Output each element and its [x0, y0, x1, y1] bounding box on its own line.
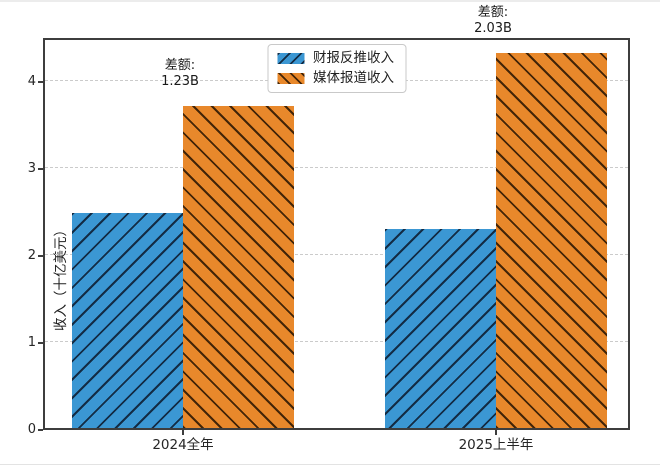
x-tick-label-1: 2025上半年 [458, 437, 534, 453]
gridline-y1 [45, 340, 628, 342]
y-tick-mark-4 [38, 80, 43, 83]
gridline-y3 [45, 166, 628, 168]
legend-swatch-1 [277, 73, 304, 84]
diff-annotation-label: 差额: [477, 4, 509, 20]
x-tick-mark-1 [495, 430, 497, 435]
y-tick-label-1: 1 [27, 334, 36, 350]
legend: 财报反推收入 媒体报道收入 [267, 44, 406, 93]
legend-row-1: 媒体报道收入 [277, 71, 394, 86]
x-tick-label-0: 2024全年 [152, 437, 214, 453]
legend-row-0: 财报反推收入 [277, 51, 394, 66]
x-tick-mark-0 [182, 430, 184, 435]
diff-annotation-1: 差额: 2.03B [474, 5, 512, 37]
bar-媒体报道收入-2025上半年 [496, 52, 607, 428]
y-tick-mark-1 [38, 341, 43, 344]
y-tick-label-2: 2 [27, 247, 36, 263]
diff-annotation-label: 差额: [164, 57, 196, 73]
legend-label-1: 媒体报道收入 [313, 70, 394, 86]
y-tick-mark-3 [38, 167, 43, 170]
y-tick-mark-0 [38, 429, 43, 431]
bar-财报反推收入-2024全年 [72, 212, 183, 428]
diff-annotation-0: 差额: 1.23B [161, 58, 199, 90]
y-tick-label-0: 0 [27, 422, 36, 437]
y-tick-label-3: 3 [27, 160, 36, 176]
legend-swatch-0 [277, 53, 304, 64]
plot-area: 收入（十亿美元） 财报反推收入 媒体报道收入 [43, 38, 630, 430]
diff-annotation-value: 2.03B [474, 20, 512, 36]
bar-媒体报道收入-2024全年 [183, 105, 294, 428]
legend-label-0: 财报反推收入 [313, 50, 394, 66]
diff-annotation-value: 1.23B [161, 73, 199, 89]
bar-财报反推收入-2025上半年 [385, 229, 496, 428]
y-tick-label-4: 4 [27, 73, 36, 89]
y-tick-mark-2 [38, 254, 43, 257]
page-top-border [0, 0, 660, 2]
y-axis-title: 收入（十亿美元） [53, 223, 69, 331]
gridline-y2 [45, 253, 628, 255]
